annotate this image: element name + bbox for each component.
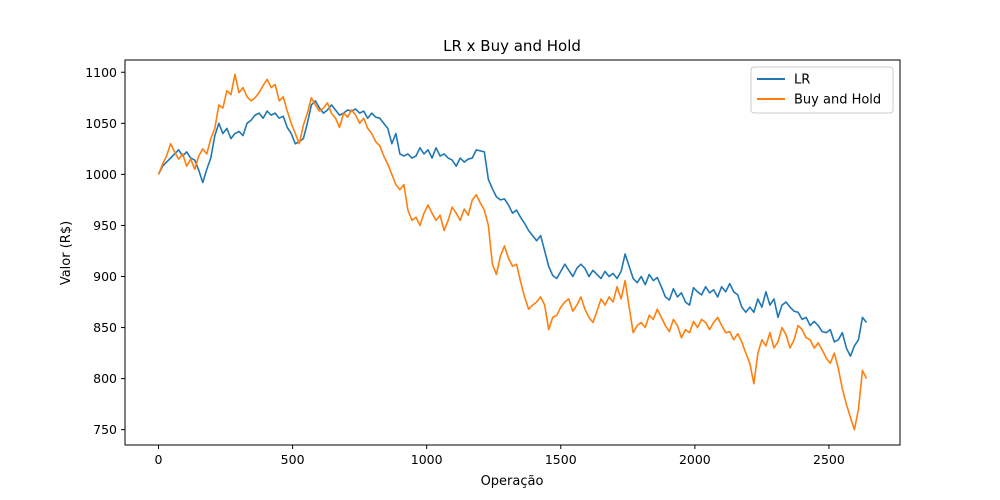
x-axis-label: Operação bbox=[481, 474, 544, 489]
y-axis-ticks: 750 800 850 900 950 1000 1050 1100 bbox=[85, 65, 125, 437]
y-tick-label: 1050 bbox=[85, 116, 117, 131]
y-tick-label: 800 bbox=[93, 371, 117, 386]
series-layer bbox=[157, 73, 868, 431]
series-line-buy-and-hold bbox=[157, 73, 868, 431]
x-axis-ticks: 0 500 1000 1500 2000 2500 bbox=[155, 445, 845, 467]
y-tick-label: 900 bbox=[93, 269, 117, 284]
x-tick-label: 1000 bbox=[411, 452, 443, 467]
chart-title: LR x Buy and Hold bbox=[443, 37, 581, 55]
x-tick-label: 0 bbox=[155, 452, 163, 467]
x-tick-label: 2000 bbox=[679, 452, 711, 467]
x-tick-label: 500 bbox=[281, 452, 305, 467]
series-line-lr bbox=[157, 100, 868, 357]
legend-label-lr: LR bbox=[794, 73, 810, 88]
plot-area bbox=[125, 60, 900, 445]
y-tick-label: 850 bbox=[93, 320, 117, 335]
legend: LR Buy and Hold bbox=[750, 66, 894, 114]
y-tick-label: 1100 bbox=[85, 65, 117, 80]
y-axis-label: Valor (R$) bbox=[59, 221, 74, 285]
legend-box bbox=[750, 66, 894, 114]
x-tick-label: 2500 bbox=[813, 452, 845, 467]
y-tick-label: 750 bbox=[93, 422, 117, 437]
x-tick-label: 1500 bbox=[545, 452, 577, 467]
y-tick-label: 1000 bbox=[85, 167, 117, 182]
plot-background bbox=[125, 60, 900, 445]
plot-frame bbox=[124, 59, 901, 446]
legend-label-buy-and-hold: Buy and Hold bbox=[794, 93, 881, 108]
y-tick-label: 950 bbox=[93, 218, 117, 233]
